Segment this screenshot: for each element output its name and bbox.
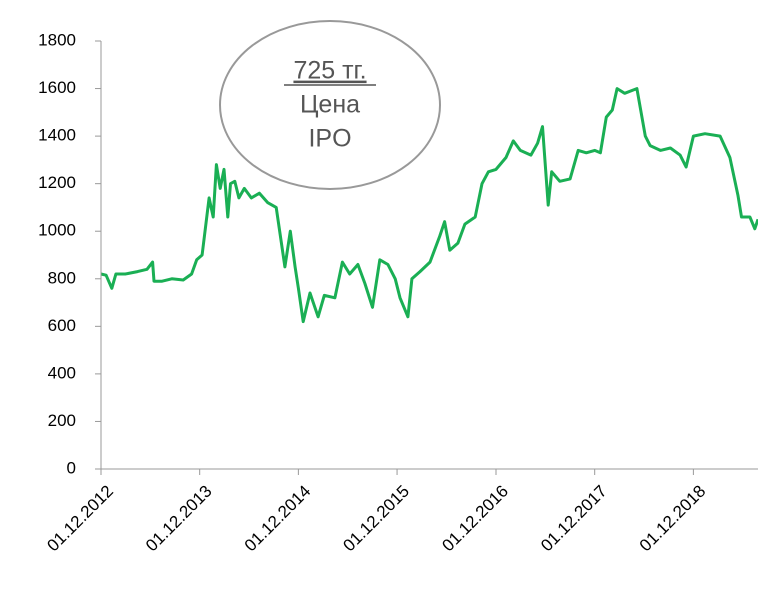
y-tick-label: 0 bbox=[67, 458, 76, 477]
x-tick-label: 01.12.2013 bbox=[142, 482, 216, 556]
y-tick-label: 800 bbox=[48, 268, 76, 287]
y-tick-label: 400 bbox=[48, 363, 76, 382]
y-tick-label: 600 bbox=[48, 316, 76, 335]
y-tick-label: 1200 bbox=[38, 173, 76, 192]
price-line bbox=[100, 87, 758, 324]
x-tick-label: 01.12.2016 bbox=[438, 482, 512, 556]
x-tick-label: 01.12.2018 bbox=[636, 482, 710, 556]
annotation-price: 725 тг. bbox=[293, 57, 366, 85]
y-tick-label: 200 bbox=[48, 411, 76, 430]
x-tick-label: 01.12.2012 bbox=[43, 482, 117, 556]
y-tick-label: 1000 bbox=[38, 221, 76, 240]
y-tick-label: 1400 bbox=[38, 126, 76, 145]
x-tick-label: 01.12.2017 bbox=[537, 482, 611, 556]
y-tick-label: 1800 bbox=[38, 30, 76, 49]
y-tick-label: 1600 bbox=[38, 78, 76, 97]
annotation-ellipse bbox=[219, 20, 441, 190]
annotation-text: IPO bbox=[308, 125, 351, 153]
annotation-text: Цена bbox=[300, 91, 360, 119]
x-tick-label: 01.12.2014 bbox=[241, 482, 315, 556]
x-tick-label: 01.12.2015 bbox=[339, 482, 413, 556]
